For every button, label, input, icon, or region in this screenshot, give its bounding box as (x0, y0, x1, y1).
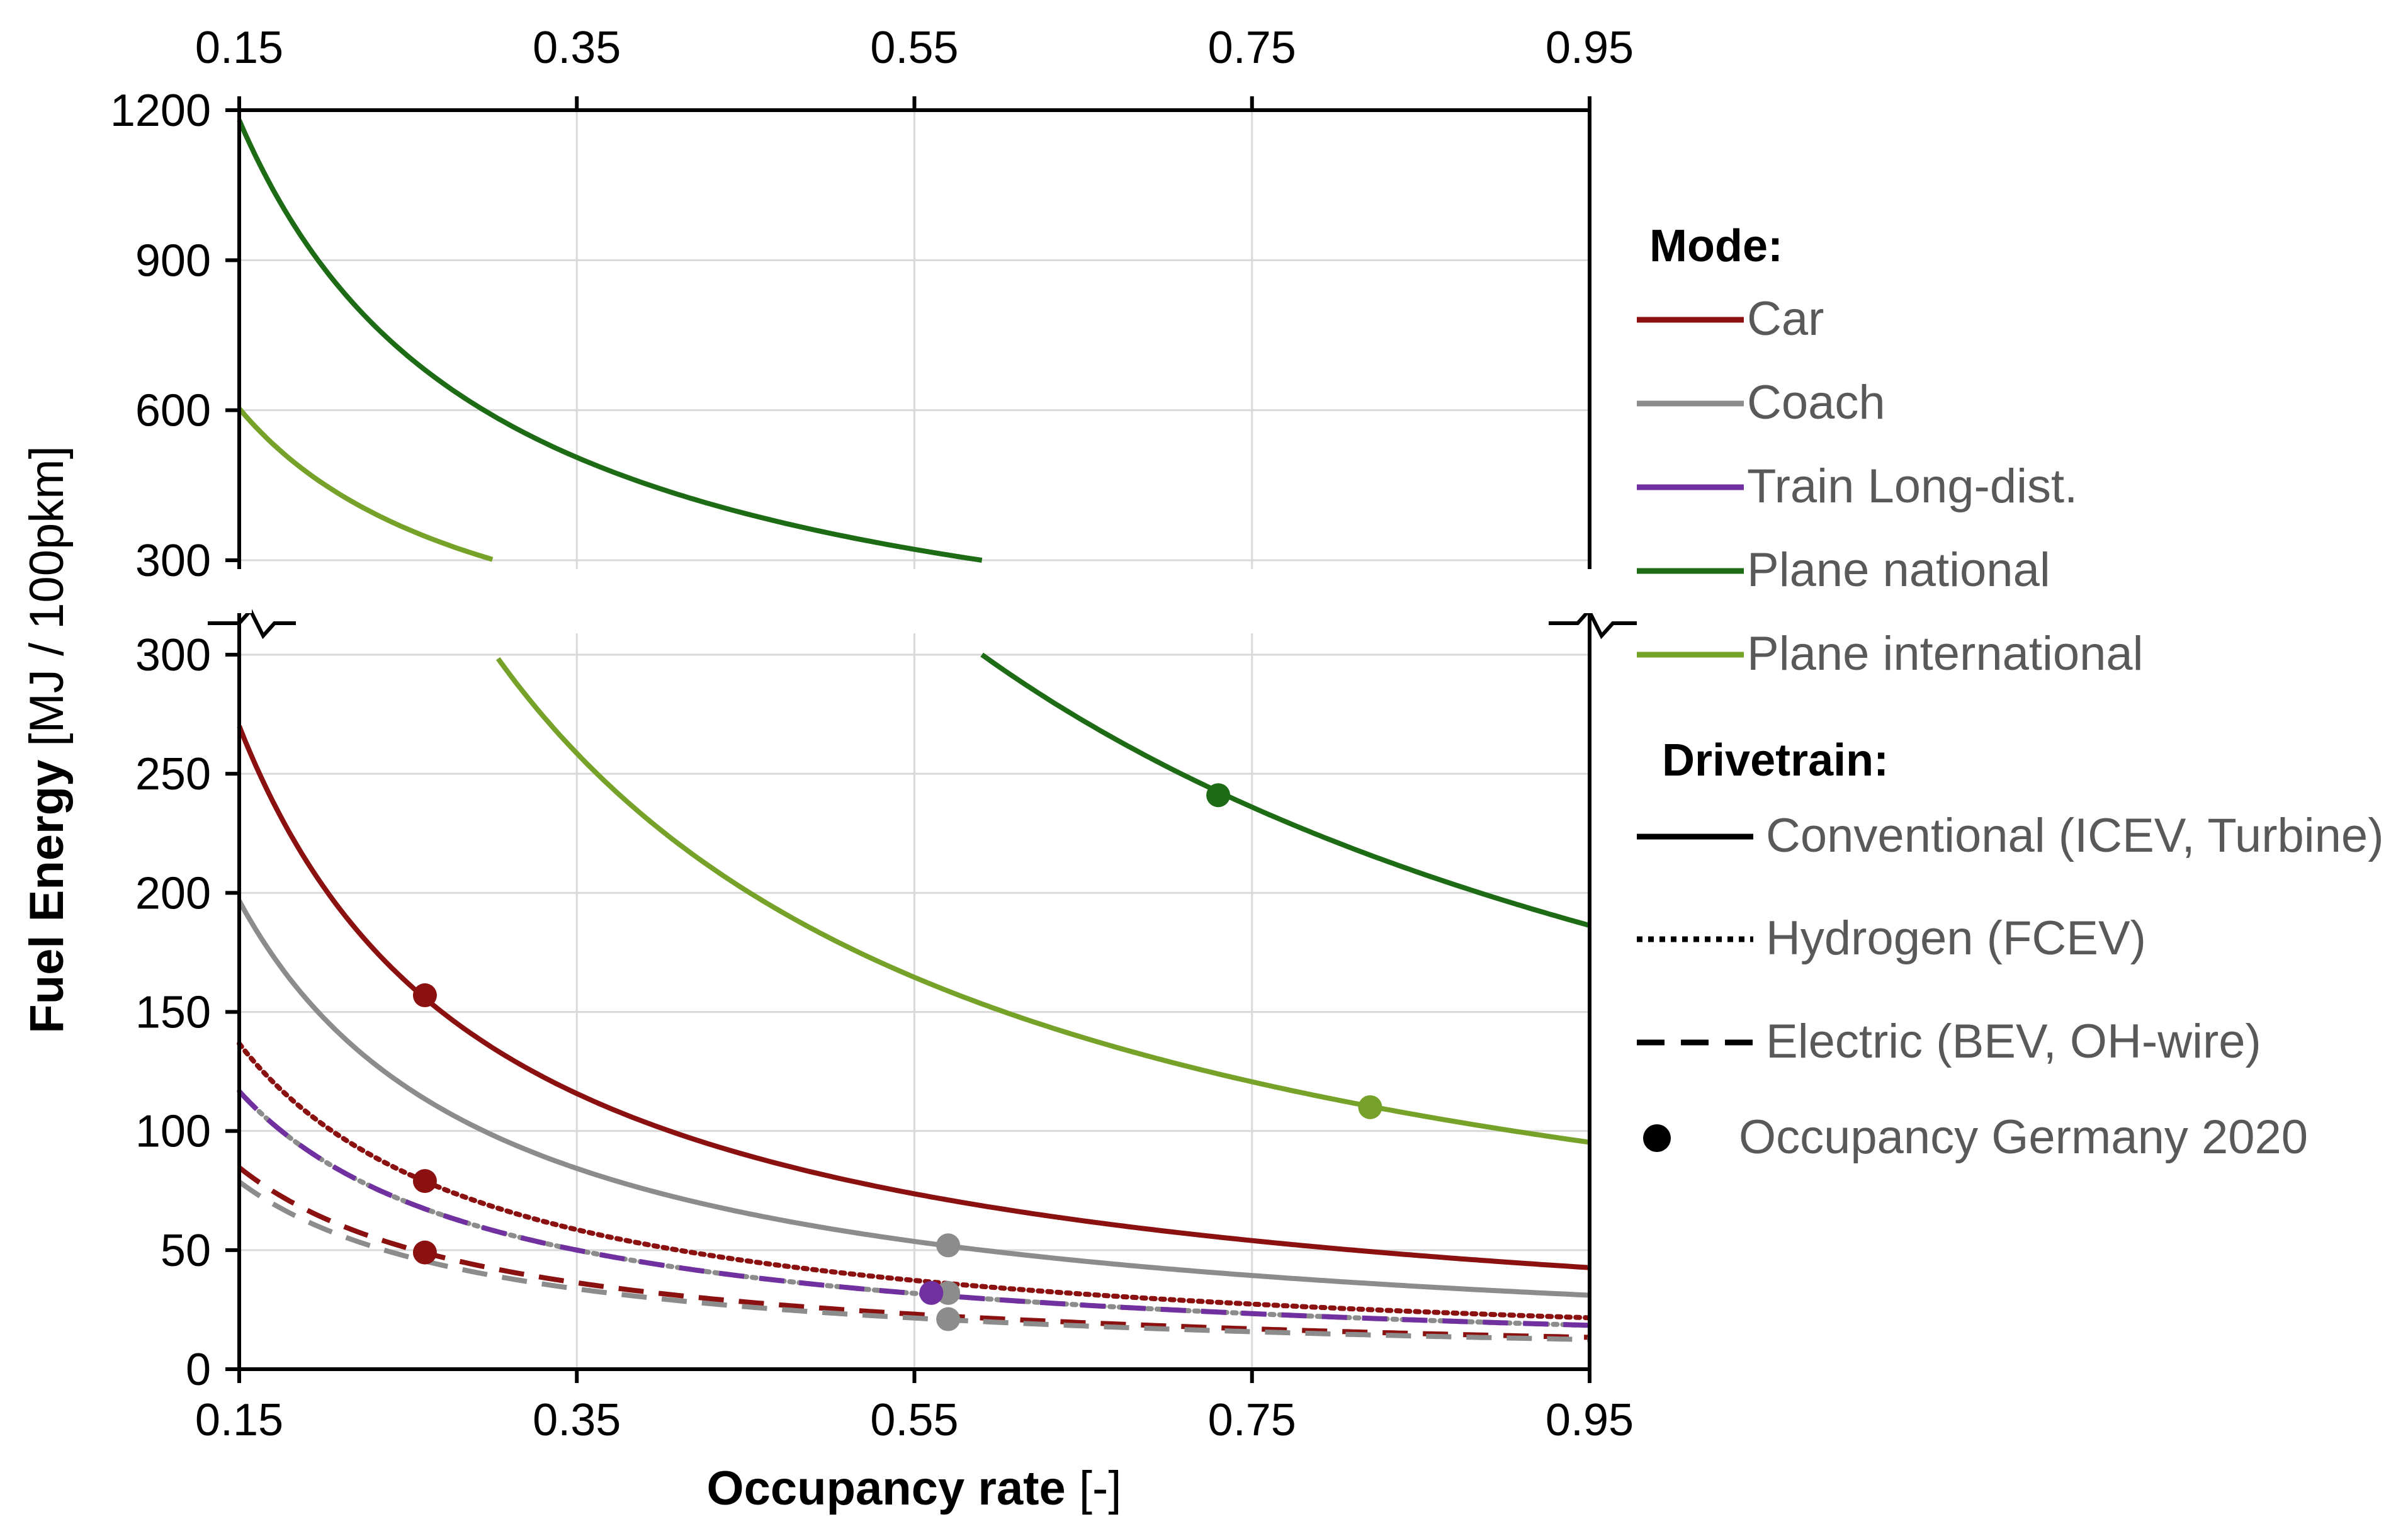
legend-drivetrain-hydrogen: Hydrogen (FCEV) (1766, 912, 2146, 965)
left-axis-break (208, 607, 296, 640)
y-tick-label-upper-2: 600 (135, 386, 211, 436)
series-line-7-upper (237, 119, 983, 563)
legend-drivetrain-electric: Electric (BEV, OH-wire) (1766, 1015, 2261, 1068)
occupancy-marker-4 (936, 1280, 961, 1305)
legend: Mode: Car Coach Train Long-dist. Plane n… (1637, 221, 2384, 1164)
x-tick-label-bottom-3: 0.75 (1208, 1395, 1296, 1445)
x-axis-title-main: Occupancy rate (707, 1462, 1066, 1515)
occupancy-marker-5 (936, 1307, 961, 1331)
left-axis-break-gap (227, 569, 252, 613)
legend-occupancy-label: Occupancy Germany 2020 (1739, 1110, 2308, 1164)
occupancy-marker-8 (1358, 1095, 1382, 1119)
x-tick-label-bottom-4: 0.95 (1546, 1395, 1634, 1445)
occupancy-marker-0 (412, 983, 437, 1008)
axis-break-gap (239, 569, 1590, 633)
legend-mode-train: Train Long-dist. (1747, 460, 2077, 513)
y-tick-label-lower-6: 0 (186, 1345, 211, 1395)
x-tick-label-bottom-1: 0.35 (533, 1395, 621, 1445)
occupancy-marker-7 (1206, 783, 1231, 808)
legend-mode-plane-national: Plane national (1747, 543, 2050, 597)
y-tick-label-lower-1: 250 (135, 749, 211, 799)
x-axis-title-unit: [-] (1066, 1462, 1122, 1515)
occupancy-marker-1 (412, 1169, 437, 1194)
right-axis-break (1549, 607, 1637, 640)
series-line-5-lower (237, 1180, 1590, 1342)
x-tick-label-bottom-2: 0.55 (870, 1395, 958, 1445)
x-axis-title: Occupancy rate [-] (707, 1462, 1122, 1515)
series-layer (237, 119, 1592, 1342)
series-line-8-lower (495, 657, 1590, 1145)
series-line-8-upper (237, 407, 494, 562)
legend-mode-coach: Coach (1747, 376, 1885, 429)
right-axis-break-gap (1577, 569, 1602, 613)
series-line-3-lower (237, 899, 1590, 1298)
y-tick-label-lower-3: 150 (135, 988, 211, 1038)
series-line-6-lower (237, 1089, 1590, 1328)
legend-drivetrain-conventional: Conventional (ICEV, Turbine) (1766, 809, 2384, 862)
y-tick-label-lower-0: 300 (135, 630, 211, 680)
x-tick-label-top-3: 0.75 (1208, 23, 1296, 73)
series-line-1-lower (237, 1041, 1592, 1321)
y-tick-label-lower-2: 200 (135, 868, 211, 918)
y-tick-label-upper-0: 1200 (110, 86, 211, 136)
legend-mode-car: Car (1747, 292, 1824, 346)
series-line-7-lower (980, 652, 1591, 928)
series-line-2-lower (237, 1165, 1590, 1340)
legend-occupancy-marker (1643, 1124, 1671, 1152)
occupancy-marker-2 (412, 1240, 437, 1265)
legend-mode-heading: Mode: (1649, 221, 1783, 271)
y-tick-label-upper-1: 900 (135, 235, 211, 286)
legend-mode-plane-international: Plane international (1747, 627, 2144, 680)
x-tick-label-top-4: 0.95 (1546, 23, 1634, 73)
occupancy-markers (412, 783, 1382, 1331)
y-tick-label-lower-4: 100 (135, 1107, 211, 1157)
series-line-0-lower (237, 725, 1590, 1270)
y-axis-title: Fuel Energy [MJ / 100pkm] (20, 446, 74, 1033)
axis-ticks: 0.15 0.15 0.35 0.35 0.55 0.55 0.75 0.75 0.95 0.95… (110, 23, 1634, 1445)
x-tick-label-bottom-0: 0.15 (195, 1395, 283, 1445)
x-tick-label-top-2: 0.55 (870, 23, 958, 73)
y-axis-title-unit: [MJ / 100pkm] (20, 446, 74, 759)
legend-drivetrain-heading: Drivetrain: (1662, 735, 1889, 786)
occupancy-marker-6 (919, 1280, 944, 1305)
y-axis-title-main: Fuel Energy (20, 760, 74, 1034)
y-tick-label-upper-3: 300 (135, 536, 211, 586)
y-tick-label-lower-5: 50 (161, 1226, 211, 1276)
occupancy-marker-3 (936, 1233, 961, 1258)
x-tick-label-top-1: 0.35 (533, 23, 621, 73)
x-tick-label-top-0: 0.15 (195, 23, 283, 73)
